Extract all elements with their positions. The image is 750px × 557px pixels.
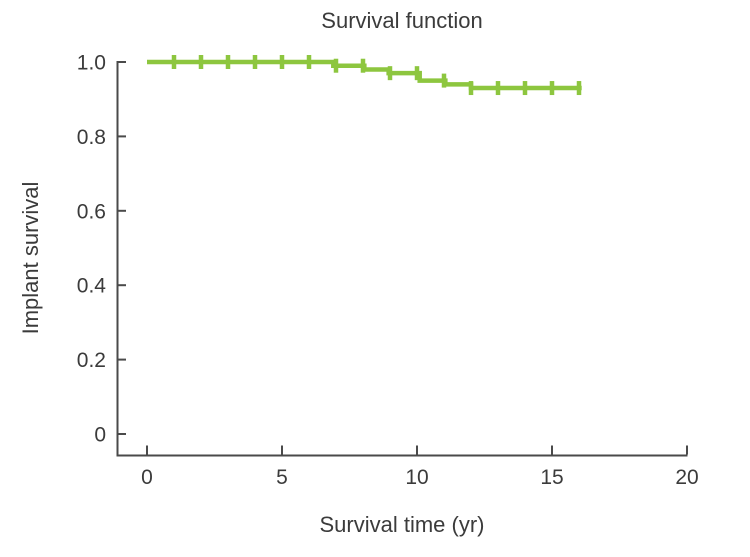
y-tick-label: 0 — [94, 424, 106, 447]
y-tick-label: 0.4 — [77, 275, 107, 298]
x-tick-label: 10 — [405, 466, 428, 489]
y-tick-label: 1.0 — [77, 52, 106, 75]
y-tick-label: 0.2 — [77, 349, 106, 372]
x-tick-label: 20 — [675, 466, 698, 489]
x-tick-label: 0 — [141, 466, 153, 489]
chart-title: Survival function — [321, 8, 483, 33]
survival-curve — [147, 59, 582, 91]
x-tick-label: 5 — [276, 466, 288, 489]
x-axis-title: Survival time (yr) — [319, 512, 485, 537]
y-tick-label: 0.6 — [77, 200, 106, 223]
y-tick-label: 0.8 — [77, 126, 106, 149]
x-tick-label: 15 — [540, 466, 563, 489]
